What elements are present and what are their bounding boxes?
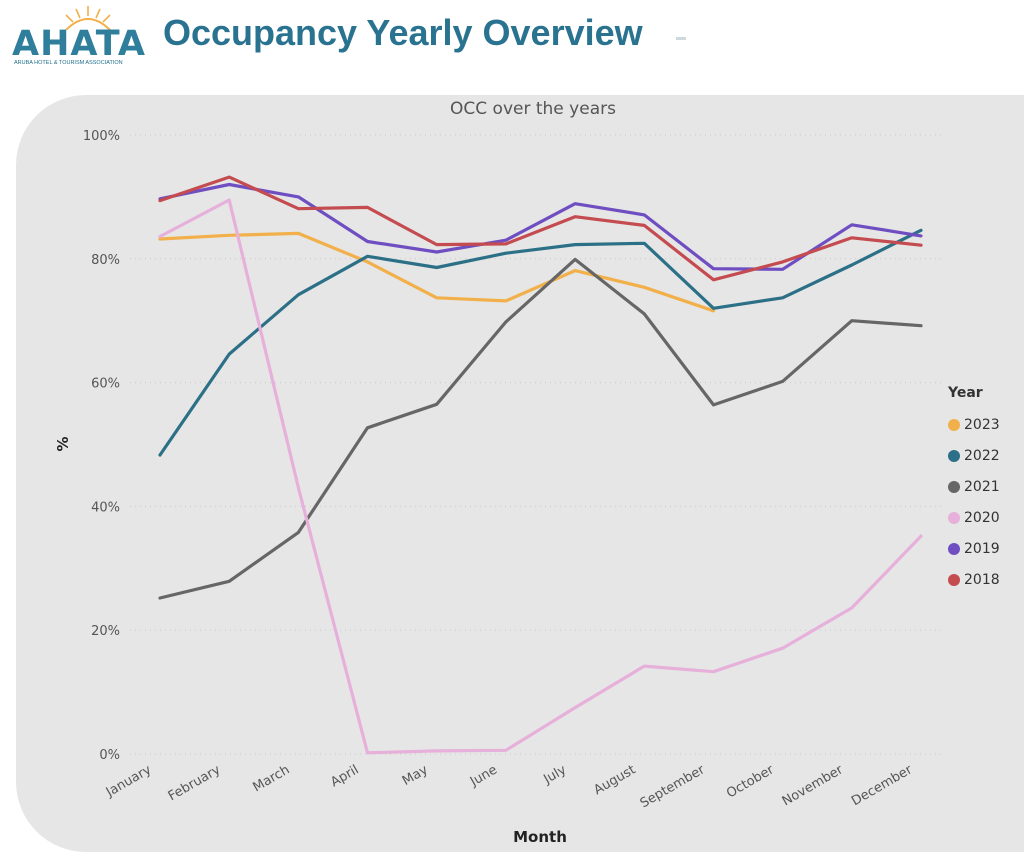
legend-label: 2023: [964, 416, 1000, 433]
chart-title: OCC over the years: [450, 99, 616, 119]
x-ticks: January February March April May June July Augu…: [103, 762, 916, 811]
x-tick-label: August: [591, 762, 638, 798]
y-axis-label: %: [54, 436, 72, 451]
page-title: Occupancy Yearly Overview: [163, 12, 643, 53]
legend-item-2023[interactable]: 2023: [948, 409, 1000, 440]
series-line-2022: [158, 228, 923, 457]
x-tick-label: October: [724, 762, 777, 801]
legend-items: 2023 2022 2021 2020 2019 2018: [948, 409, 1000, 595]
legend: Year 2023 2022 2021 2020 2019 2018: [948, 385, 1000, 595]
legend-dot-icon: [948, 418, 960, 431]
legend-item-2020[interactable]: 2020: [948, 502, 1000, 533]
legend-dot-icon: [948, 480, 960, 493]
x-tick-label: September: [638, 762, 708, 811]
chart-card: [16, 95, 1024, 852]
legend-label: 2020: [964, 509, 1000, 526]
y-tick-label: 0%: [99, 748, 120, 763]
header: AHATA ARUBA HOTEL & TOURISM ASSOCIATION …: [0, 0, 1024, 80]
legend-item-2018[interactable]: 2018: [948, 564, 1000, 595]
legend-label: 2022: [964, 447, 1000, 464]
sun-icon: [65, 6, 111, 30]
x-tick-label: April: [328, 762, 361, 790]
title-decoration: [676, 37, 686, 40]
x-tick-label: July: [540, 762, 569, 787]
legend-dot-icon: [948, 449, 960, 462]
x-tick-label: June: [467, 762, 500, 790]
legend-item-2019[interactable]: 2019: [948, 533, 1000, 564]
logo-text: AHATA: [12, 24, 146, 64]
x-axis-label: Month: [513, 828, 567, 846]
x-tick-label: February: [166, 762, 224, 804]
x-tick-label: November: [780, 762, 847, 809]
y-tick-label: 80%: [91, 253, 120, 268]
series-line-2020: [158, 198, 923, 755]
legend-label: 2018: [964, 571, 1000, 588]
series-line-2018: [158, 175, 923, 282]
y-ticks: 0% 20% 40% 60% 80% 100%: [83, 129, 120, 763]
legend-label: 2019: [964, 540, 1000, 557]
legend-dot-icon: [948, 511, 960, 524]
y-tick-label: 40%: [91, 500, 120, 515]
legend-item-2021[interactable]: 2021: [948, 471, 1000, 502]
series-line-2021: [158, 257, 923, 600]
legend-title: Year: [948, 385, 983, 401]
series-line-2023: [158, 231, 716, 313]
gridlines: [130, 134, 945, 755]
x-tick-label: January: [103, 762, 154, 800]
y-tick-label: 20%: [91, 624, 120, 639]
x-tick-label: December: [849, 762, 915, 809]
ahata-logo: AHATA ARUBA HOTEL & TOURISM ASSOCIATION: [8, 4, 158, 70]
legend-label: 2021: [964, 478, 1000, 495]
logo-subtitle: ARUBA HOTEL & TOURISM ASSOCIATION: [14, 60, 123, 66]
legend-item-2022[interactable]: 2022: [948, 440, 1000, 471]
legend-dot-icon: [948, 573, 960, 586]
y-tick-label: 100%: [83, 129, 120, 144]
x-tick-label: May: [400, 762, 431, 789]
y-tick-label: 60%: [91, 377, 120, 392]
x-tick-label: March: [251, 762, 293, 795]
legend-dot-icon: [948, 542, 960, 555]
series-line-2019: [158, 182, 923, 271]
series-lines: [158, 175, 923, 755]
